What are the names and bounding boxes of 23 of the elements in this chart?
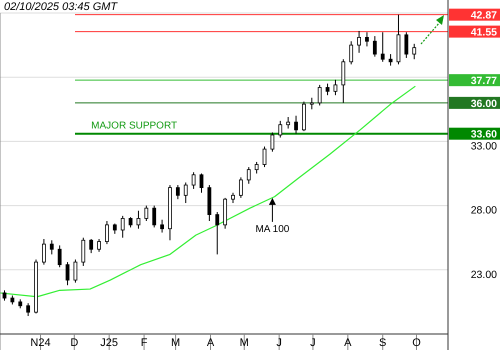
annotation: MAJOR SUPPORT: [91, 120, 178, 132]
ref-line-label: 41.55: [470, 26, 498, 39]
x-tick-label: M: [240, 337, 249, 349]
y-tick-label: 23.00: [470, 268, 498, 281]
x-tick-label: N24: [30, 337, 51, 349]
x-tick-label: A: [344, 337, 352, 349]
x-tick-label: O: [412, 337, 422, 349]
x-tick-label: D: [70, 337, 78, 349]
x-tick-label: S: [379, 337, 386, 349]
y-tick-label: 33.00: [470, 140, 498, 152]
annotation: MA 100: [255, 224, 290, 235]
x-tick-label: A: [206, 337, 215, 349]
x-tick-label: J: [310, 337, 316, 349]
x-tick-label: F: [140, 337, 148, 349]
chart-title: 02/10/2025 03:45 GMT: [4, 1, 118, 13]
x-tick-label: J25: [100, 337, 118, 349]
x-tick-label: J: [276, 337, 282, 349]
ref-line-label: 42.87: [470, 10, 498, 22]
ref-line-label: 36.00: [470, 98, 498, 110]
ref-line-label: 37.77: [470, 75, 498, 88]
x-tick-label: M: [171, 337, 180, 349]
ref-line-label: 33.60: [470, 128, 498, 141]
y-tick-label: 28.00: [470, 204, 498, 217]
